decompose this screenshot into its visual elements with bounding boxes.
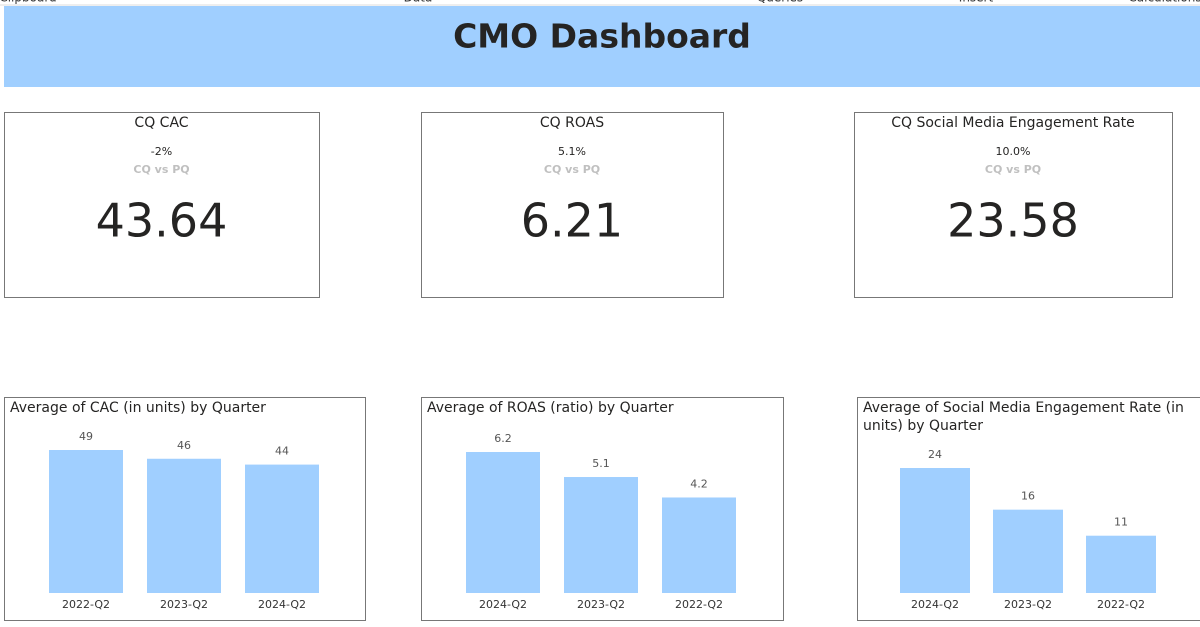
- x-tick-label: 2022-Q2: [675, 598, 723, 611]
- chart-title: Average of ROAS (ratio) by Quarter: [427, 400, 674, 416]
- x-tick-label: 2023-Q2: [1004, 598, 1052, 611]
- card-value: 6.21: [521, 194, 623, 248]
- kpi-card: [4, 112, 320, 298]
- data-label: 4.2: [690, 477, 708, 490]
- data-label: 49: [79, 430, 93, 443]
- card-title: CQ ROAS: [540, 115, 604, 131]
- bar: [245, 464, 319, 593]
- bar: [466, 452, 540, 593]
- card-change: 5.1%: [558, 145, 586, 158]
- card-value: 43.64: [96, 194, 228, 248]
- card-value: 23.58: [947, 194, 1079, 248]
- data-label: 44: [275, 445, 289, 458]
- bar: [900, 468, 970, 593]
- ribbon-tab: Clipboard: [0, 0, 57, 5]
- header-band: [4, 6, 1200, 87]
- x-tick-label: 2024-Q2: [479, 598, 527, 611]
- card-subtitle: CQ vs PQ: [985, 163, 1041, 176]
- data-label: 24: [928, 448, 942, 461]
- x-tick-label: 2023-Q2: [577, 598, 625, 611]
- data-label: 6.2: [494, 432, 512, 445]
- data-label: 16: [1021, 490, 1035, 503]
- ribbon-tab: Insert: [959, 0, 994, 5]
- x-tick-label: 2023-Q2: [160, 598, 208, 611]
- bar: [662, 497, 736, 593]
- ribbon-tab: Data: [404, 0, 433, 5]
- card-subtitle: CQ vs PQ: [544, 163, 600, 176]
- card-change: -2%: [151, 145, 172, 158]
- x-tick-label: 2022-Q2: [62, 598, 110, 611]
- ribbon-tab: Calculations: [1128, 0, 1200, 5]
- x-tick-label: 2022-Q2: [1097, 598, 1145, 611]
- ribbon-tab: Queries: [757, 0, 803, 5]
- card-title: CQ CAC: [134, 115, 188, 131]
- bar: [564, 477, 638, 593]
- data-label: 11: [1114, 516, 1128, 529]
- bar: [49, 450, 123, 593]
- x-tick-label: 2024-Q2: [258, 598, 306, 611]
- card-change: 10.0%: [996, 145, 1031, 158]
- bar: [147, 458, 221, 593]
- chart-title: Average of CAC (in units) by Quarter: [10, 400, 266, 416]
- header-title: CMO Dashboard: [453, 17, 751, 56]
- data-label: 46: [177, 439, 191, 452]
- bar: [993, 509, 1063, 593]
- kpi-card: [421, 112, 724, 298]
- kpi-card: [854, 112, 1173, 298]
- x-tick-label: 2024-Q2: [911, 598, 959, 611]
- chart-title: Average of Social Media Engagement Rate …: [863, 400, 1184, 434]
- card-subtitle: CQ vs PQ: [133, 163, 189, 176]
- card-title: CQ Social Media Engagement Rate: [891, 115, 1135, 131]
- bar: [1086, 535, 1156, 593]
- data-label: 5.1: [592, 457, 610, 470]
